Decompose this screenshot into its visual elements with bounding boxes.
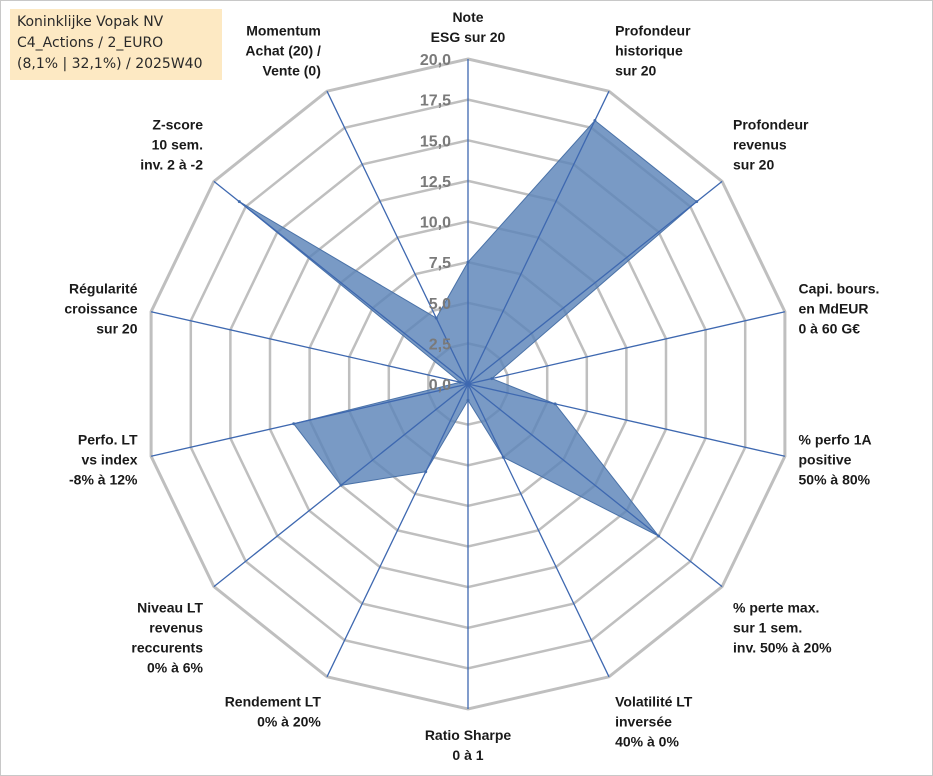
axis-spoke [467, 180, 723, 385]
axis-label: Note ESG sur 20 [431, 9, 506, 45]
axis-label: Z-score 10 sem. inv. 2 à -2 [140, 117, 203, 173]
tick-label: 5,0 [429, 296, 451, 313]
axis-label: % perfo 1A positive 50% à 80% [799, 431, 872, 487]
axis-label: % perte max. sur 1 sem. inv. 50% à 20% [733, 599, 832, 655]
axis-spoke [213, 383, 469, 588]
axis-label: Volatilité LT inversée 40% à 0% [615, 693, 693, 749]
axis-label: Rendement LT 0% à 20% [225, 693, 322, 729]
radar-spokes [150, 59, 786, 709]
axis-spoke [467, 311, 786, 385]
axis-label: Momentum Achat (20) / Vente (0) [245, 23, 321, 79]
tick-label: 17,5 [420, 93, 451, 110]
axis-spoke [150, 311, 469, 385]
chart-title-line: Koninklijke Vopak NV [17, 14, 164, 30]
tick-label: 12,5 [420, 174, 451, 191]
axis-spoke [326, 383, 469, 678]
axis-label: Perfo. LT vs index -8% à 12% [69, 431, 138, 487]
axis-spoke [467, 383, 786, 457]
tick-label: 2,5 [429, 336, 451, 353]
axis-label: Profondeur revenus sur 20 [733, 117, 809, 173]
axis-label: Niveau LT revenus reccurents 0% à 6% [131, 599, 203, 675]
tick-label: 20,0 [420, 52, 451, 69]
axis-label: Profondeur historique sur 20 [615, 23, 691, 79]
axis-spoke [213, 180, 469, 385]
axis-spoke [467, 383, 610, 678]
chart-title-line: (8,1% | 32,1%) / 2025W40 [17, 56, 203, 72]
axis-label: Ratio Sharpe 0 à 1 [425, 727, 512, 763]
axis-spoke [467, 383, 723, 588]
axis-label: Capi. bours. en MdEUR 0 à 60 G€ [799, 281, 880, 337]
axis-label: Régularité croissance sur 20 [64, 281, 137, 337]
tick-label: 10,0 [420, 215, 451, 232]
radar-tick-labels: 0,0 2,5 5,0 7,5 10,0 12,5 15,0 17,5 20,0 [420, 52, 451, 394]
radar-axis-labels: Note ESG sur 20 Profondeur historique sur 20… [64, 9, 879, 763]
axis-spoke [467, 90, 610, 385]
axis-spoke [326, 90, 469, 385]
tick-label: 7,5 [429, 255, 451, 272]
chart-title-line: C4_Actions / 2_EURO [17, 35, 164, 51]
axis-spoke [150, 383, 469, 457]
tick-label: 15,0 [420, 133, 451, 150]
chart-title-box: Koninklijke Vopak NV C4_Actions / 2_EURO… [10, 9, 222, 80]
tick-label: 0,0 [429, 377, 451, 394]
